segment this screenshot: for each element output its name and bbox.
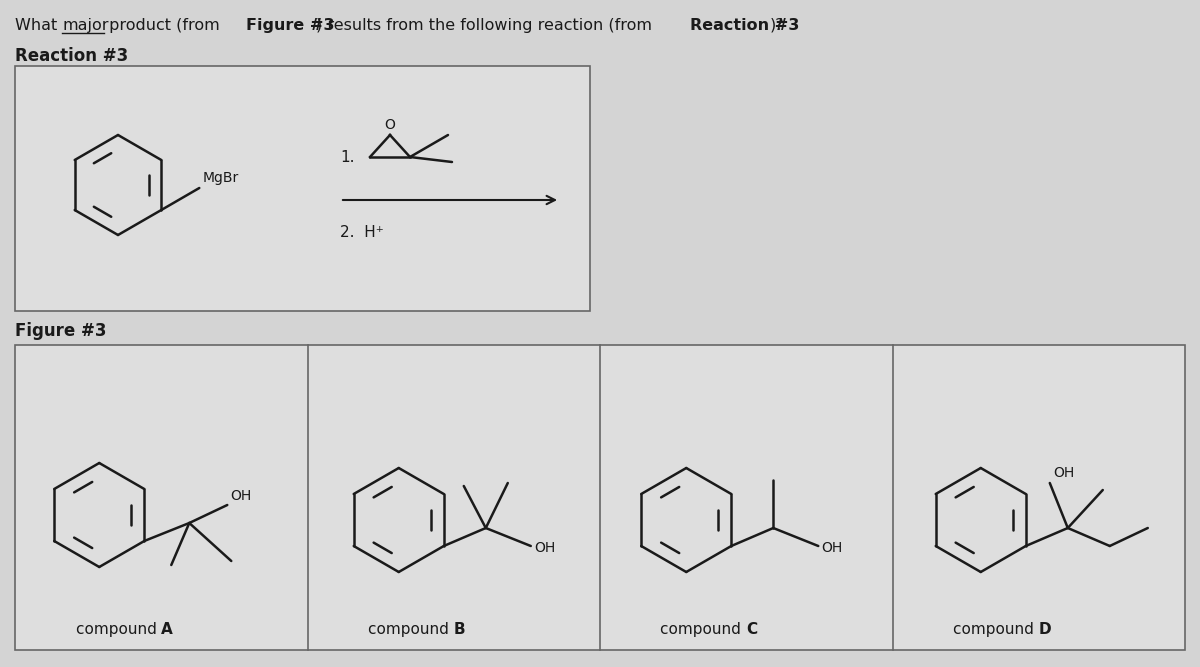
Text: A: A xyxy=(161,622,173,637)
Text: C: C xyxy=(746,622,757,637)
Text: Figure #3: Figure #3 xyxy=(14,322,107,340)
Text: Reaction #3: Reaction #3 xyxy=(690,18,799,33)
Text: 1.: 1. xyxy=(340,151,354,165)
Bar xyxy=(14,345,1186,650)
Text: OH: OH xyxy=(230,489,252,503)
Text: compound: compound xyxy=(660,622,746,637)
Text: MgBr: MgBr xyxy=(203,171,239,185)
Text: OH: OH xyxy=(534,541,556,555)
Text: O: O xyxy=(384,118,396,132)
Text: compound: compound xyxy=(76,622,161,637)
Text: 2.  H⁺: 2. H⁺ xyxy=(340,225,384,240)
Text: ) results from the following reaction (from: ) results from the following reaction (f… xyxy=(316,18,658,33)
Text: B: B xyxy=(454,622,466,637)
Text: Figure #3: Figure #3 xyxy=(246,18,335,33)
Text: OH: OH xyxy=(1052,466,1074,480)
Text: Reaction #3: Reaction #3 xyxy=(14,47,128,65)
Text: D: D xyxy=(1039,622,1051,637)
Text: What: What xyxy=(14,18,62,33)
Text: product (from: product (from xyxy=(104,18,224,33)
Bar xyxy=(14,66,590,311)
Text: major: major xyxy=(62,18,108,33)
Text: )?: )? xyxy=(770,18,785,33)
Text: OH: OH xyxy=(821,541,842,555)
Text: compound: compound xyxy=(953,622,1039,637)
Text: compound: compound xyxy=(368,622,454,637)
